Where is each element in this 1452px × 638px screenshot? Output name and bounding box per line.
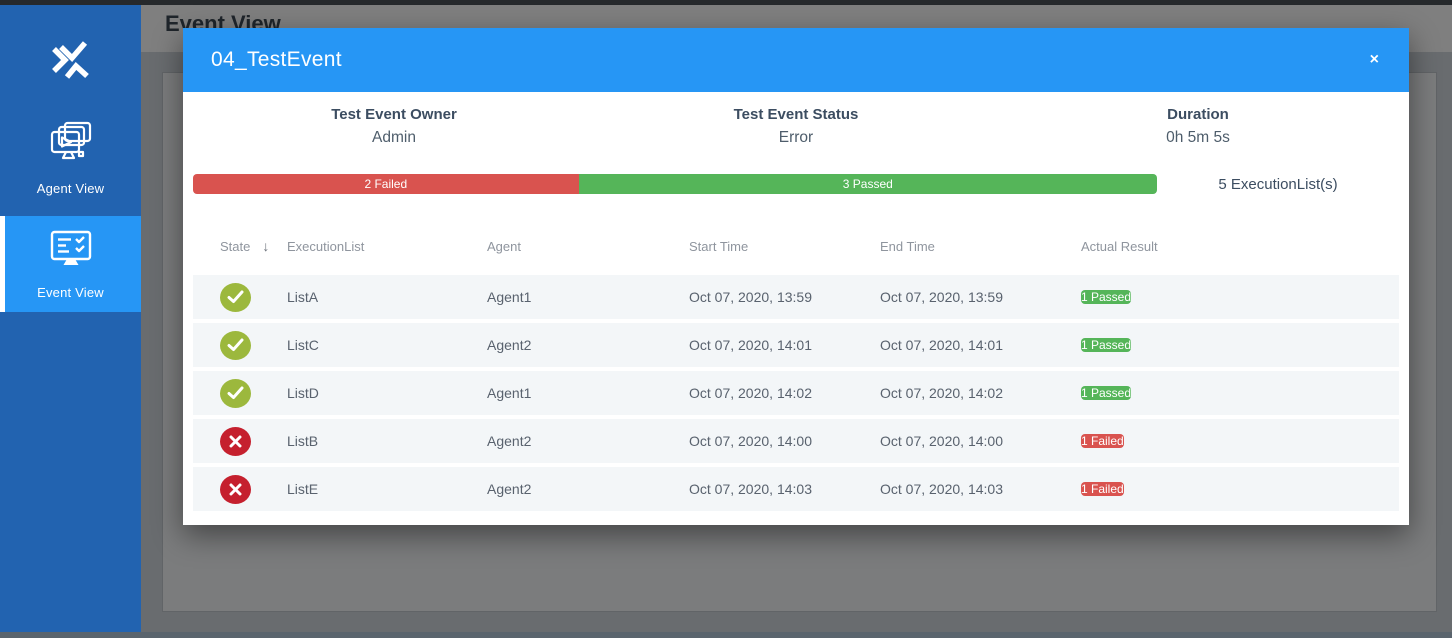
info-value: Admin (372, 129, 416, 146)
sidebar-item-label: Event View (37, 285, 104, 300)
end-time-cell: Oct 07, 2020, 13:59 (880, 289, 1003, 305)
event-view-checklist-icon (49, 230, 93, 275)
agent-view-monitors-icon (48, 120, 94, 171)
progress-row: 2 Failed 3 Passed 5 ExecutionList(s) (193, 174, 1399, 194)
info-label: Duration (1167, 106, 1229, 123)
result-badge: 1 Passed (1081, 386, 1132, 400)
modal-body: Test Event Owner Admin Test Event Status… (183, 105, 1409, 511)
passed-segment: 3 Passed (578, 174, 1157, 194)
column-header-executionlist[interactable]: ExecutionList (287, 238, 365, 254)
info-status: Test Event Status Error (595, 105, 997, 148)
info-owner: Test Event Owner Admin (193, 105, 595, 148)
info-duration: Duration 0h 5m 5s (997, 105, 1399, 148)
state-failed-cross-icon (220, 426, 251, 456)
modal-title: 04_TestEvent (211, 48, 342, 71)
column-header-actual-result[interactable]: Actual Result (1081, 238, 1158, 254)
app-logo (0, 40, 141, 85)
end-time-cell: Oct 07, 2020, 14:01 (880, 337, 1003, 353)
info-label: Test Event Status (733, 106, 859, 123)
agent-cell: Agent2 (487, 433, 532, 449)
state-passed-check-icon (220, 282, 251, 312)
info-label: Test Event Owner (331, 106, 457, 123)
result-badge: 1 Failed (1081, 434, 1124, 448)
table-row[interactable]: ListC Agent2 Oct 07, 2020, 14:01 Oct 07,… (193, 323, 1399, 367)
start-time-cell: Oct 07, 2020, 14:01 (689, 337, 812, 353)
execution-list-count: 5 ExecutionList(s) (1218, 175, 1338, 193)
execution-list-cell: ListC (287, 337, 319, 353)
execution-list-table: ListA Agent1 Oct 07, 2020, 13:59 Oct 07,… (193, 275, 1399, 511)
pass-fail-progress-bar: 2 Failed 3 Passed (193, 174, 1157, 194)
sort-desc-icon: ↓ (262, 238, 270, 254)
end-time-cell: Oct 07, 2020, 14:00 (880, 433, 1003, 449)
modal-header: 04_TestEvent × (183, 28, 1409, 92)
sidebar-item-agent-view[interactable]: Agent View (0, 113, 141, 203)
state-passed-check-icon (220, 378, 251, 408)
table-row[interactable]: ListA Agent1 Oct 07, 2020, 13:59 Oct 07,… (193, 275, 1399, 319)
failed-segment: 2 Failed (193, 174, 579, 194)
column-header-start-time[interactable]: Start Time (689, 238, 749, 254)
agent-cell: Agent1 (487, 289, 532, 305)
end-time-cell: Oct 07, 2020, 14:02 (880, 385, 1003, 401)
table-row[interactable]: ListD Agent1 Oct 07, 2020, 14:02 Oct 07,… (193, 371, 1399, 415)
column-header-end-time[interactable]: End Time (880, 238, 935, 254)
end-time-cell: Oct 07, 2020, 14:03 (880, 481, 1003, 497)
agent-cell: Agent1 (487, 385, 532, 401)
column-header-agent[interactable]: Agent (487, 238, 521, 254)
result-badge: 1 Failed (1081, 482, 1124, 496)
close-icon[interactable]: × (1364, 48, 1385, 72)
sidebar-item-event-view[interactable]: Event View (0, 216, 141, 312)
execution-list-cell: ListA (287, 289, 319, 305)
table-row[interactable]: ListE Agent2 Oct 07, 2020, 14:03 Oct 07,… (193, 467, 1399, 511)
sidebar: Agent View Event View (0, 5, 141, 632)
window-bottom-edge (0, 632, 1452, 638)
logo-x-icon (51, 40, 91, 85)
table-row[interactable]: ListB Agent2 Oct 07, 2020, 14:00 Oct 07,… (193, 419, 1399, 463)
start-time-cell: Oct 07, 2020, 14:00 (689, 433, 812, 449)
window-top-edge (0, 0, 1452, 5)
start-time-cell: Oct 07, 2020, 14:02 (689, 385, 812, 401)
result-badge: 1 Passed (1081, 290, 1132, 304)
result-badge: 1 Passed (1081, 338, 1132, 352)
test-event-modal: 04_TestEvent × Test Event Owner Admin Te… (183, 28, 1409, 525)
agent-cell: Agent2 (487, 481, 532, 497)
table-header: State ↓ ExecutionList Agent Start Time E… (193, 236, 1399, 256)
info-value: 0h 5m 5s (1166, 129, 1230, 146)
sidebar-item-label: Agent View (36, 181, 105, 196)
execution-list-cell: ListD (287, 385, 319, 401)
start-time-cell: Oct 07, 2020, 14:03 (689, 481, 812, 497)
agent-cell: Agent2 (487, 337, 532, 353)
state-failed-cross-icon (220, 474, 251, 504)
start-time-cell: Oct 07, 2020, 13:59 (689, 289, 812, 305)
info-value: Error (778, 129, 814, 146)
event-info-row: Test Event Owner Admin Test Event Status… (193, 105, 1399, 148)
state-passed-check-icon (220, 330, 251, 360)
execution-list-cell: ListE (287, 481, 319, 497)
execution-list-cell: ListB (287, 433, 319, 449)
column-label: State (220, 238, 251, 254)
column-header-state[interactable]: State ↓ (193, 238, 287, 254)
